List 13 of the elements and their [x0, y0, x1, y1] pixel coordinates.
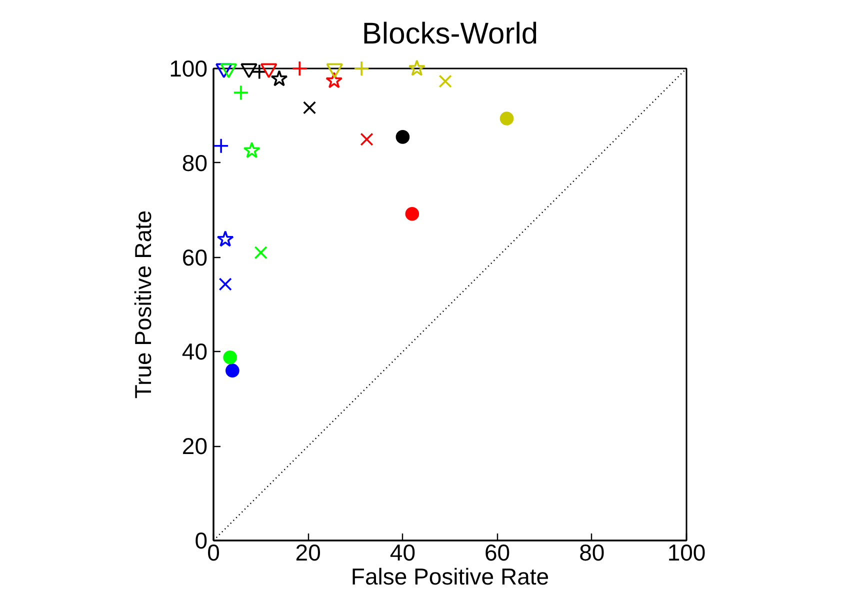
x-tick-label: 40: [390, 540, 416, 566]
y-tick-label: 40: [182, 338, 208, 365]
y-tick-label: 20: [182, 433, 208, 460]
x-tick-label: 60: [484, 540, 510, 566]
y-tick-label: 80: [182, 150, 208, 176]
x-tick-label: 20: [295, 540, 321, 566]
y-tick-label: 100: [169, 56, 208, 82]
y-axis-title: True Positive Rate: [130, 210, 156, 399]
y-tick-label: 60: [182, 244, 208, 270]
x-axis-title: False Positive Rate: [350, 564, 550, 590]
x-tick-label: 100: [667, 540, 706, 566]
chart-title: Blocks-World: [362, 18, 538, 50]
x-tick-label: 80: [579, 540, 605, 566]
